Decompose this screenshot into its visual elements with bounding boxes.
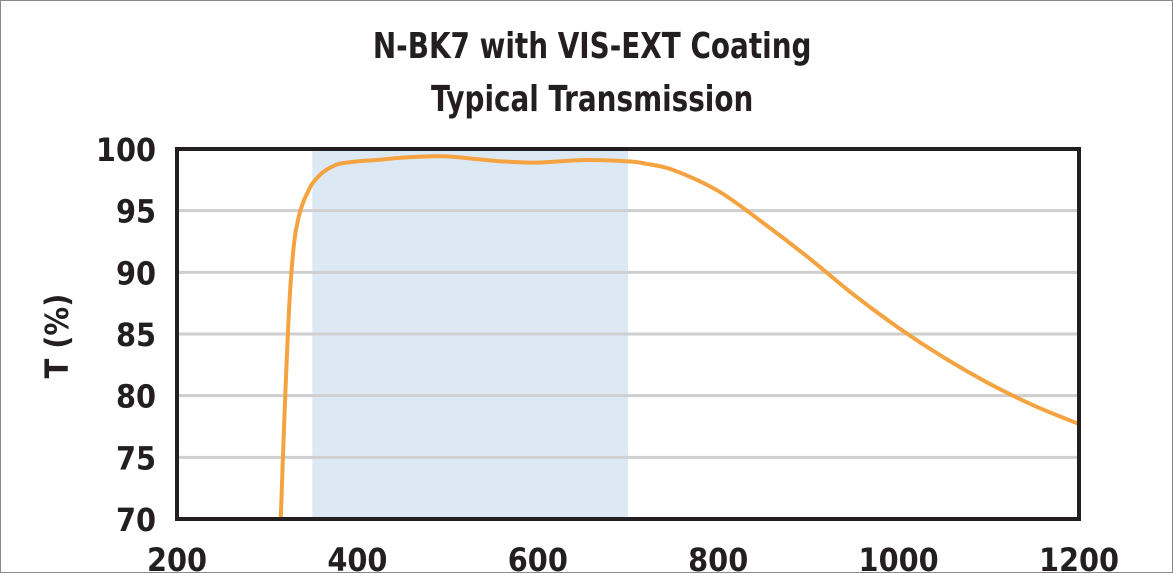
x-axis-ticks: 200 400 600 800 1000 1200	[147, 541, 1119, 573]
plot-area-border	[175, 147, 1081, 521]
y-tick-label-80: 80	[116, 378, 156, 416]
y-tick-label-95: 95	[116, 193, 156, 231]
x-tick-label-600: 600	[508, 541, 568, 573]
grid-lines	[177, 209, 1079, 459]
chart-subtitle: Typical Transmission	[431, 79, 754, 120]
x-tick-label-1200: 1200	[1039, 541, 1119, 573]
x-tick-label-200: 200	[147, 541, 207, 573]
y-tick-label-90: 90	[116, 254, 156, 292]
y-tick-label-100: 100	[96, 131, 156, 169]
series-line	[278, 154, 1081, 521]
y-axis-ticks: 70 75 80 85 90 95 100	[96, 131, 156, 539]
y-tick-label-70: 70	[116, 501, 156, 539]
y-tick-label-85: 85	[116, 316, 156, 354]
y-tick-label-75: 75	[116, 439, 156, 477]
y-axis-label: T (%)	[38, 294, 76, 379]
x-tick-label-1000: 1000	[859, 541, 939, 573]
x-tick-label-400: 400	[327, 541, 387, 573]
chart-title: N-BK7 with VIS-EXT Coating	[372, 26, 812, 67]
x-tick-label-800: 800	[688, 541, 748, 573]
